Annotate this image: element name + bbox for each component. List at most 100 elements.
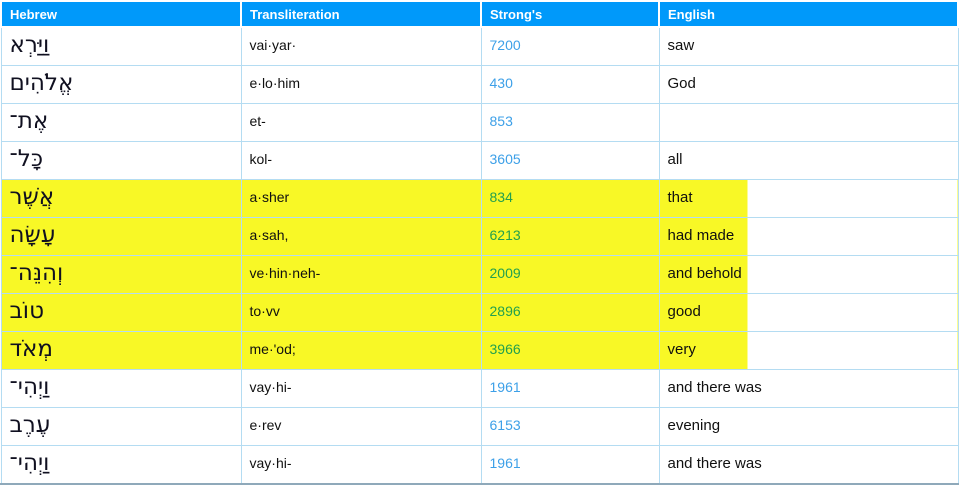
strongs-cell: 6213 (480, 216, 660, 256)
table-row: עֶרֶב e·rev 6153 evening (0, 406, 959, 446)
strongs-link[interactable]: 1961 (489, 455, 521, 471)
hebrew-word: אֶת־ (9, 108, 49, 135)
english-cell: had made (658, 216, 959, 256)
hebrew-cell: וְהִנֵּה־ (0, 254, 242, 294)
strongs-cell: 7200 (480, 26, 660, 66)
column-header-hebrew: Hebrew (0, 0, 242, 28)
hebrew-cell: וַיְהִי־ (0, 444, 242, 483)
table-row: עָשָׂה a·sah, 6213 had made (0, 216, 959, 256)
transliteration-text: vai·yar· (249, 37, 297, 54)
strongs-link[interactable]: 2009 (489, 265, 521, 281)
hebrew-word: וַיְהִי־ (9, 374, 50, 401)
transliteration-text: vay·hi- (249, 455, 292, 471)
strongs-link[interactable]: 7200 (489, 37, 521, 54)
hebrew-cell: כָּל־ (0, 140, 242, 180)
hebrew-word: וְהִנֵּה־ (9, 260, 64, 287)
english-cell: all (658, 140, 959, 180)
transliteration-cell: et- (240, 102, 482, 142)
hebrew-cell: אֲשֶׁר (0, 178, 242, 218)
english-gloss: had made (667, 227, 735, 244)
strongs-cell: 6153 (480, 406, 660, 446)
strongs-cell: 1961 (480, 368, 660, 408)
strongs-link[interactable]: 3605 (489, 151, 521, 167)
strongs-link[interactable]: 834 (489, 189, 513, 205)
hebrew-word: אֲשֶׁר (9, 184, 55, 211)
strongs-link[interactable]: 853 (489, 113, 513, 129)
transliteration-cell: to·vv (240, 292, 482, 332)
hebrew-word: וַיַּרְא (9, 32, 50, 59)
transliteration-text: to·vv (249, 303, 280, 319)
strongs-cell: 3966 (480, 330, 660, 370)
transliteration-text: kol- (249, 151, 273, 167)
english-cell (658, 102, 959, 142)
strongs-cell: 1961 (480, 444, 660, 483)
hebrew-word: כָּל־ (9, 146, 44, 173)
transliteration-cell: kol- (240, 140, 482, 180)
transliteration-cell: vay·hi- (240, 444, 482, 483)
table-row: וַיְהִי־ vay·hi- 1961 and there was (0, 444, 959, 483)
strongs-cell: 3605 (480, 140, 660, 180)
transliteration-cell: vai·yar· (240, 26, 482, 66)
hebrew-cell: אֶת־ (0, 102, 242, 142)
strongs-link[interactable]: 6153 (489, 417, 521, 433)
table-row: אֶת־ et- 853 (0, 102, 959, 142)
english-cell: very (658, 330, 959, 370)
english-gloss: saw (667, 37, 695, 55)
english-gloss: God (667, 75, 696, 92)
transliteration-text: e·lo·him (249, 75, 301, 91)
table-row: מְאֹד me·'od; 3966 very (0, 330, 959, 370)
english-gloss: that (667, 189, 693, 206)
hebrew-cell: עֶרֶב (0, 406, 242, 446)
hebrew-cell: וַיְהִי־ (0, 368, 242, 408)
strongs-link[interactable]: 430 (489, 75, 513, 91)
english-cell: saw (658, 26, 959, 66)
column-header-strongs: Strong's (480, 0, 660, 28)
transliteration-text: a·sher (249, 189, 290, 205)
transliteration-cell: e·lo·him (240, 64, 482, 104)
english-cell: and there was (658, 368, 959, 408)
english-cell: that (658, 178, 959, 218)
strongs-cell: 430 (480, 64, 660, 104)
english-cell: good (658, 292, 959, 332)
table-row: טוֹב to·vv 2896 good (0, 292, 959, 332)
transliteration-cell: vay·hi- (240, 368, 482, 408)
transliteration-cell: a·sah, (240, 216, 482, 256)
strongs-cell: 853 (480, 102, 660, 142)
table-body: וַיַּרְא vai·yar· 7200 saw אֱלֹהִים e·lo·him 4… (0, 26, 959, 483)
hebrew-cell: אֱלֹהִים (0, 64, 242, 104)
transliteration-cell: a·sher (240, 178, 482, 218)
english-cell: and there was (658, 444, 959, 483)
strongs-link[interactable]: 6213 (489, 227, 521, 243)
hebrew-word: טוֹב (9, 298, 44, 325)
english-gloss: and there was (667, 455, 762, 472)
strongs-link[interactable]: 3966 (489, 341, 521, 357)
table-row: וְהִנֵּה־ ve·hin·neh- 2009 and behold (0, 254, 959, 294)
transliteration-text: vay·hi- (249, 379, 292, 395)
transliteration-text: ve·hin·neh- (249, 265, 321, 281)
hebrew-cell: עָשָׂה (0, 216, 242, 256)
strongs-link[interactable]: 2896 (489, 303, 521, 319)
english-gloss: very (667, 341, 696, 358)
transliteration-cell: e·rev (240, 406, 482, 446)
transliteration-cell: ve·hin·neh- (240, 254, 482, 294)
transliteration-text: a·sah, (249, 227, 289, 243)
hebrew-word: עָשָׂה (9, 222, 56, 249)
english-cell: evening (658, 406, 959, 446)
english-gloss: good (667, 303, 701, 320)
transliteration-text: et- (249, 113, 266, 129)
table-row: וַיַּרְא vai·yar· 7200 saw (0, 26, 959, 66)
english-gloss: and there was (667, 379, 762, 396)
table-header: Hebrew Transliteration Strong's English (0, 0, 959, 28)
hebrew-word: עֶרֶב (9, 412, 51, 439)
strongs-link[interactable]: 1961 (489, 379, 521, 395)
transliteration-text: e·rev (249, 417, 282, 433)
english-gloss: all (667, 151, 683, 168)
hebrew-cell: מְאֹד (0, 330, 242, 370)
column-header-english: English (658, 0, 959, 28)
column-header-transliteration: Transliteration (240, 0, 482, 28)
hebrew-cell: וַיַּרְא (0, 26, 242, 66)
table-row: אֲשֶׁר a·sher 834 that (0, 178, 959, 218)
transliteration-text: me·'od; (249, 341, 296, 357)
hebrew-word: מְאֹד (9, 336, 54, 363)
